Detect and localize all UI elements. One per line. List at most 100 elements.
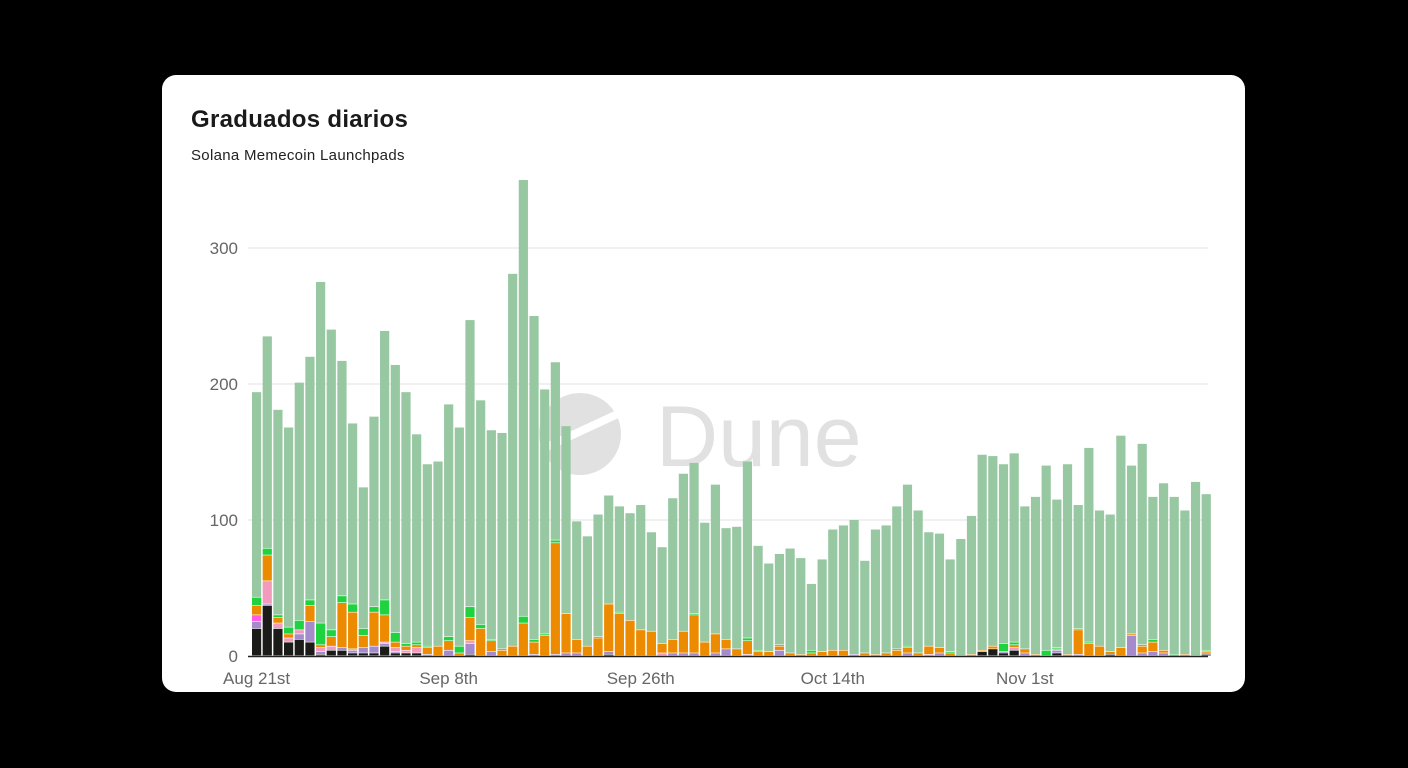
bar-segment-series-6 xyxy=(529,316,539,640)
bar-stack xyxy=(390,364,400,656)
bar-stack xyxy=(1158,483,1169,656)
bar-stack xyxy=(849,520,859,656)
bar-stack xyxy=(1062,464,1073,656)
bar-segment-series-1 xyxy=(486,651,496,656)
bar-segment-series-6 xyxy=(764,563,774,652)
bar-segment-series-6 xyxy=(1116,435,1126,648)
bar-stack xyxy=(1201,494,1211,656)
y-tick-label: 0 xyxy=(229,647,238,666)
bar-segment-series-6 xyxy=(1148,496,1158,640)
bar-segment-series-5 xyxy=(465,607,475,618)
bar-segment-series-2 xyxy=(380,642,390,644)
bar-segment-series-4 xyxy=(348,612,358,649)
bar-segment-series-0 xyxy=(294,639,304,656)
bar-segment-series-1 xyxy=(1158,653,1169,656)
bar-segment-series-6 xyxy=(1030,496,1041,655)
bar-segment-series-6 xyxy=(369,416,379,607)
bar-segment-series-4 xyxy=(550,543,560,655)
bar-stack xyxy=(476,400,486,656)
bar-segment-series-6 xyxy=(636,505,646,630)
bar-stack xyxy=(337,360,347,656)
bar-segment-series-5 xyxy=(1201,650,1211,652)
bar-segment-series-4 xyxy=(593,638,603,656)
bar-stack xyxy=(764,563,774,656)
bar-segment-series-6 xyxy=(1041,465,1051,650)
bar-segment-series-4 xyxy=(326,636,336,646)
bar-segment-series-6 xyxy=(422,464,432,646)
bar-segment-series-6 xyxy=(1052,499,1062,648)
bar-segment-series-6 xyxy=(604,495,614,604)
bar-segment-series-6 xyxy=(646,532,656,631)
bar-segment-series-5 xyxy=(1041,650,1051,656)
bar-stack xyxy=(497,432,507,656)
bar-stack xyxy=(870,529,881,656)
bar-segment-series-0 xyxy=(604,654,614,656)
bar-segment-series-6 xyxy=(625,513,635,621)
bar-segment-series-4 xyxy=(838,650,849,656)
bar-stack xyxy=(742,461,753,656)
bar-segment-series-4 xyxy=(636,630,646,656)
bar-stack xyxy=(1126,465,1137,656)
bar-stack xyxy=(860,560,870,656)
bar-segment-series-1 xyxy=(1126,635,1137,656)
bar-segment-series-6 xyxy=(689,462,699,614)
bar-segment-series-1 xyxy=(390,651,400,653)
bar-stack xyxy=(796,558,806,656)
y-tick-label: 100 xyxy=(210,511,238,530)
bar-segment-series-1 xyxy=(561,653,571,656)
bar-stack xyxy=(262,336,272,656)
chart-subtitle: Solana Memecoin Launchpads xyxy=(191,147,405,164)
bar-segment-series-2 xyxy=(262,581,272,604)
bar-stack xyxy=(412,434,422,656)
bar-segment-series-4 xyxy=(358,635,368,648)
bar-segment-series-4 xyxy=(966,654,977,656)
bar-segment-series-4 xyxy=(785,653,795,656)
y-tick-label: 300 xyxy=(210,239,238,258)
bar-stack xyxy=(1148,496,1158,656)
bar-segment-series-6 xyxy=(870,529,881,655)
bar-stack xyxy=(966,515,977,656)
bar-segment-series-6 xyxy=(945,559,955,652)
bar-segment-series-0 xyxy=(1052,653,1062,656)
bar-segment-series-1 xyxy=(529,654,539,656)
bar-segment-series-0 xyxy=(998,653,1009,656)
x-tick-label: Sep 26th xyxy=(607,669,675,688)
bar-segment-series-6 xyxy=(412,434,422,642)
bar-stack xyxy=(668,498,678,656)
bar-stack xyxy=(518,180,528,656)
bar-stack xyxy=(1169,496,1179,656)
bar-segment-series-4 xyxy=(860,653,870,656)
bar-segment-series-4 xyxy=(561,613,571,653)
bar-segment-series-4 xyxy=(401,646,411,650)
bar-segment-series-6 xyxy=(582,536,592,646)
bar-stack xyxy=(678,473,688,656)
bar-stack xyxy=(721,528,731,656)
bar-segment-series-0 xyxy=(273,628,283,656)
bar-segment-series-5 xyxy=(902,646,913,648)
bar-segment-series-1 xyxy=(422,654,432,656)
bar-segment-series-1 xyxy=(678,653,688,656)
bar-stack xyxy=(892,506,902,656)
bar-stack xyxy=(1190,481,1201,656)
bar-segment-series-6 xyxy=(1190,481,1201,656)
bar-segment-series-2 xyxy=(1052,649,1062,650)
bar-segment-series-5 xyxy=(1148,639,1158,642)
bar-segment-series-4 xyxy=(390,642,400,648)
bar-stack xyxy=(636,505,646,656)
bar-stack xyxy=(1020,506,1030,656)
bar-segment-series-2 xyxy=(316,647,326,652)
bar-segment-series-6 xyxy=(988,456,998,646)
bar-segment-series-0 xyxy=(412,653,422,656)
bar-segment-series-4 xyxy=(444,641,454,650)
bar-segment-series-6 xyxy=(1126,465,1137,634)
bar-segment-series-0 xyxy=(1201,654,1211,656)
bar-segment-series-6 xyxy=(838,525,849,650)
bar-segment-series-5 xyxy=(806,650,817,653)
bar-segment-series-2 xyxy=(348,649,358,650)
bar-segment-series-5 xyxy=(518,616,528,623)
bar-segment-series-4 xyxy=(465,617,475,641)
bar-stack xyxy=(828,529,838,656)
bar-segment-series-6 xyxy=(998,464,1009,644)
bar-segment-series-6 xyxy=(508,273,518,646)
bar-segment-series-5 xyxy=(742,638,753,641)
